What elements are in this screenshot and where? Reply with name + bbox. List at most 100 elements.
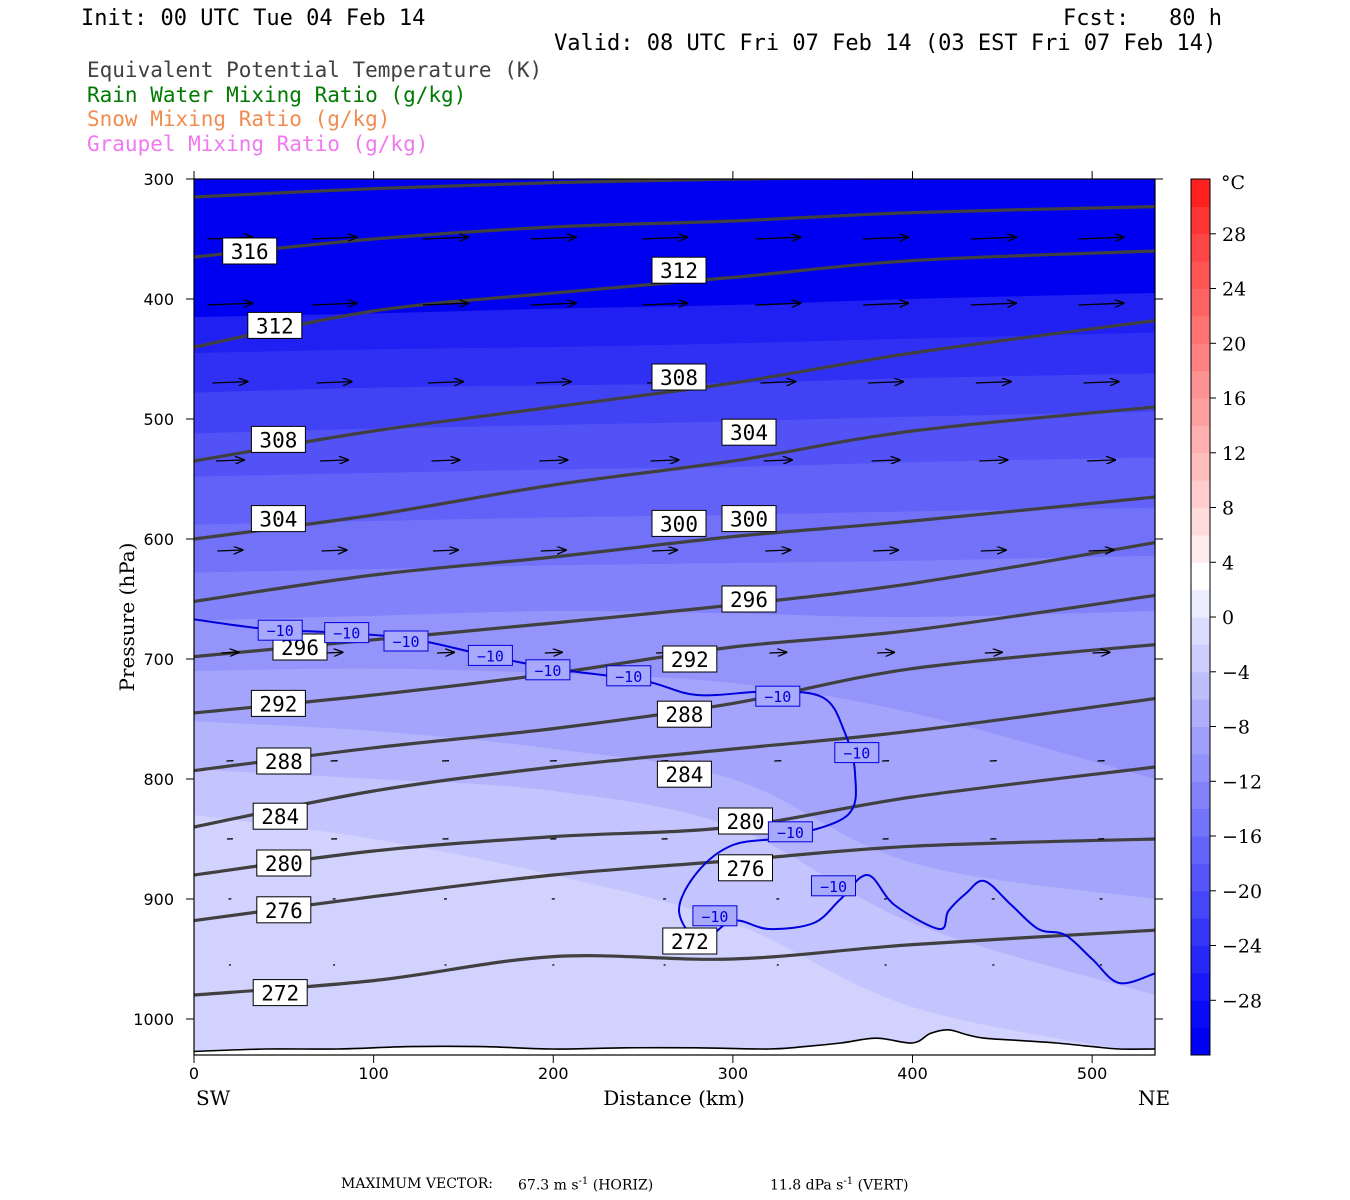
wind-vector — [436, 652, 454, 653]
wind-vector — [1078, 237, 1124, 239]
wind-vector — [320, 460, 348, 461]
legend-rain-water: Rain Water Mixing Ratio (g/kg) — [87, 83, 467, 107]
wind-vector — [980, 550, 1006, 551]
horiz-value: 67.3 — [518, 1177, 550, 1194]
colorbar-tick-label: 24 — [1222, 279, 1246, 301]
wind-vector — [207, 303, 252, 305]
colorbar-swatch — [1191, 781, 1210, 810]
wind-vector — [427, 382, 463, 383]
wind-vector — [221, 652, 238, 653]
colorbar-swatch — [1191, 617, 1210, 645]
wind-vector — [877, 652, 894, 653]
theta-e-label-box — [250, 689, 306, 717]
wind-vector — [970, 237, 1016, 239]
wind-vector — [970, 303, 1016, 305]
wind-vector — [755, 237, 800, 239]
wind-vector — [760, 382, 795, 383]
forecast-hour-label: Fcst: 80 h — [1063, 6, 1222, 31]
colorbar-swatch — [1191, 918, 1210, 947]
theta-e-label: 292 — [671, 648, 709, 672]
wind-vector — [984, 652, 1002, 653]
theta-e-label-box — [721, 505, 777, 533]
isotherm-label: −10 — [392, 633, 419, 651]
colorbar-swatch — [1191, 1000, 1210, 1029]
wind-vector — [1087, 460, 1115, 461]
colorbar-swatch — [1191, 261, 1210, 290]
theta-e-label-box — [651, 256, 707, 284]
colorbar-swatch — [1191, 398, 1210, 426]
theta-e-label-box — [662, 927, 718, 955]
wind-vector — [868, 382, 903, 383]
theta-e-label: 276 — [727, 857, 765, 881]
wind-vector — [871, 460, 900, 461]
colorbar-tick-label: −24 — [1222, 936, 1262, 958]
theta-e-label-box — [256, 849, 312, 877]
wind-vector — [544, 652, 562, 653]
theta-e-contour — [194, 593, 1155, 715]
y-tick-label: 1000 — [133, 1010, 174, 1029]
wind-vector — [650, 460, 679, 461]
colorbar-swatch — [1191, 644, 1210, 673]
isotherm-label: −10 — [333, 625, 360, 643]
legend-theta-e: Equivalent Potential Temperature (K) — [87, 58, 543, 82]
max-vector-label: MAXIMUM VECTOR: — [341, 1176, 493, 1192]
valid-time-label: Valid: 08 UTC Fri 07 Feb 14 (03 EST Fri … — [554, 31, 1217, 56]
wind-vector — [217, 550, 242, 551]
colorbar-swatch — [1191, 534, 1210, 563]
vert-tag: (VERT) — [857, 1177, 909, 1194]
colorbar-swatch — [1191, 863, 1210, 892]
wind-vector — [432, 550, 458, 551]
colorbar-tick-label: −16 — [1222, 826, 1262, 848]
isotherm-label-box — [811, 875, 856, 897]
colorbar-swatch — [1191, 370, 1210, 399]
wind-vector — [863, 237, 908, 239]
wind-vector — [1078, 303, 1124, 305]
wind-vector — [540, 550, 566, 551]
wind-vector — [311, 237, 357, 239]
x-tick-label: 0 — [189, 1064, 199, 1083]
horiz-unit: m s — [553, 1177, 579, 1194]
isotherm-label-box — [692, 905, 738, 927]
colorbar-tick-label: −12 — [1222, 771, 1262, 793]
theta-e-label: 312 — [660, 259, 698, 283]
y-tick-label: 500 — [143, 410, 174, 429]
x-tick-label: 300 — [718, 1064, 749, 1083]
y-tick-label: 900 — [143, 890, 174, 909]
theta-e-label: 284 — [261, 805, 299, 829]
wind-vector — [1092, 652, 1110, 653]
theta-e-label-box — [656, 760, 712, 788]
theta-e-label-box — [250, 425, 306, 453]
isotherm-label: −10 — [843, 745, 870, 763]
x-right-direction: NE — [1138, 1086, 1170, 1110]
isotherm-label-box — [383, 630, 429, 652]
wind-vector — [975, 382, 1011, 383]
colorbar-swatch — [1191, 315, 1210, 344]
isotherm-label-box — [606, 665, 652, 687]
theta-e-label: 276 — [265, 899, 303, 923]
wind-vector — [431, 460, 460, 461]
theta-e-label: 300 — [660, 512, 698, 536]
colorbar-swatch — [1191, 808, 1210, 837]
theta-e-label-box — [651, 363, 707, 391]
colorbar-tick-label: −20 — [1222, 881, 1262, 903]
wind-vector — [1088, 550, 1114, 551]
colorbar-swatch — [1191, 480, 1210, 509]
max-vert-vector: 11.8 dPa s-1 (VERT) — [770, 1176, 908, 1194]
theta-e-label: 288 — [265, 750, 303, 774]
colorbar-swatch — [1191, 1027, 1210, 1056]
theta-e-label: 304 — [730, 421, 768, 445]
theta-e-label: 312 — [256, 314, 294, 338]
y-tick-label: 800 — [143, 770, 174, 789]
theta-e-label: 304 — [259, 508, 297, 532]
terrain — [194, 1028, 1155, 1055]
wind-vector — [311, 303, 357, 305]
terrain-fill — [194, 1029, 1155, 1055]
horiz-exponent: -1 — [578, 1176, 589, 1187]
theta-e-label: 316 — [231, 240, 269, 264]
colorbar-tick-label: 16 — [1222, 388, 1246, 410]
isotherm-label: −10 — [534, 662, 561, 680]
isotherm-label: −10 — [477, 647, 504, 665]
isotherm-label: −10 — [615, 668, 642, 686]
theta-e-contour — [194, 249, 1155, 349]
